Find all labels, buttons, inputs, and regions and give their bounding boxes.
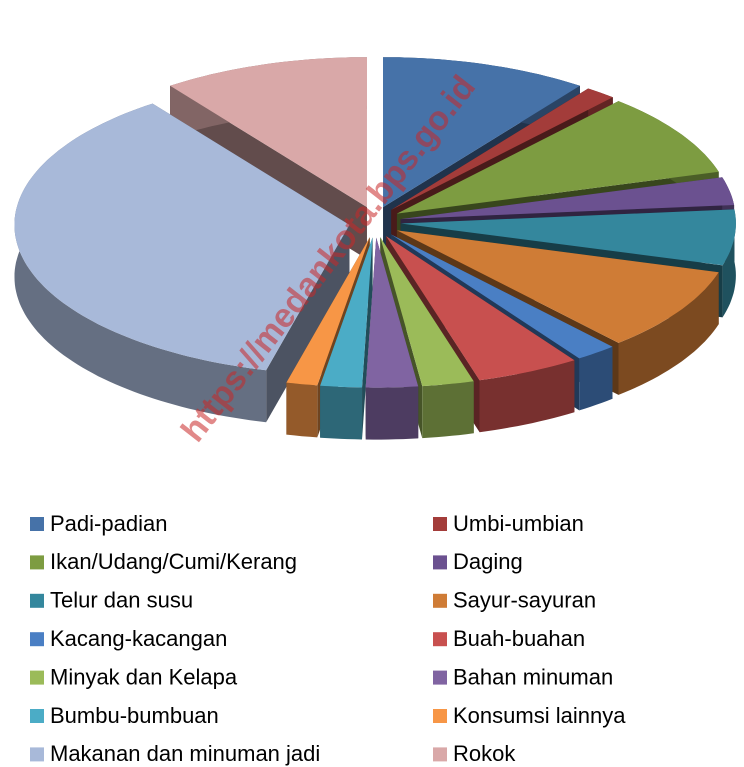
slice-side [286, 382, 318, 438]
slice-top [365, 237, 419, 388]
legend-label: Minyak dan Kelapa [50, 664, 238, 689]
legend-label: Rokok [453, 741, 516, 766]
legend-label: Sayur-sayuran [453, 588, 596, 613]
legend-label: Telur dan susu [50, 588, 193, 613]
slice-top [400, 177, 735, 220]
legend-swatch [30, 555, 44, 570]
pie-slice [320, 237, 373, 440]
slice-top [383, 57, 580, 208]
slice-top [380, 237, 474, 387]
pie-slice [365, 237, 419, 440]
slice-top [396, 101, 719, 214]
slice-top [286, 237, 370, 386]
legend-label: Bumbu-bumbuan [50, 703, 219, 728]
legend-label: Bahan minuman [453, 664, 613, 689]
slice-wall [266, 224, 350, 423]
legend-label: Ikan/Udang/Cumi/Kerang [50, 549, 297, 574]
legend-swatch [433, 555, 447, 570]
slice-side [722, 209, 736, 318]
legend-label: Makanan dan minuman jadi [50, 741, 320, 766]
legend-label: Umbi-umbian [453, 511, 584, 536]
slice-top [14, 103, 350, 371]
slice-side [579, 346, 613, 411]
legend-swatch [433, 517, 447, 531]
legend-swatch [30, 709, 44, 723]
slice-side [618, 272, 719, 395]
slice-top [386, 236, 575, 381]
legend-swatch [433, 593, 447, 608]
legend-label: Daging [453, 549, 523, 574]
legend-label: Kacang-kacangan [50, 626, 227, 651]
legend-swatch [30, 593, 44, 608]
legend-swatch [30, 747, 44, 762]
legend-swatch [433, 709, 447, 723]
legend-label: Padi-padian [50, 511, 167, 536]
legend-swatch [433, 632, 447, 647]
pie-slice [14, 103, 350, 423]
slice-top [391, 88, 613, 210]
legend-label: Konsumsi lainnya [453, 703, 626, 728]
legend-swatch [30, 517, 44, 531]
slice-top [400, 209, 736, 266]
slice-side [365, 386, 419, 440]
legend-swatch [30, 670, 44, 685]
slice-top [320, 237, 373, 388]
slice-top [170, 57, 367, 208]
slice-side [422, 381, 474, 439]
legend-swatch [433, 670, 447, 685]
slice-top [390, 234, 613, 359]
slice-side [479, 360, 575, 433]
slice-top [396, 230, 719, 343]
legend-swatch [30, 632, 44, 647]
legend-swatch [433, 747, 447, 762]
legend-label: Buah-buahan [453, 626, 585, 651]
slice-side [320, 385, 362, 440]
